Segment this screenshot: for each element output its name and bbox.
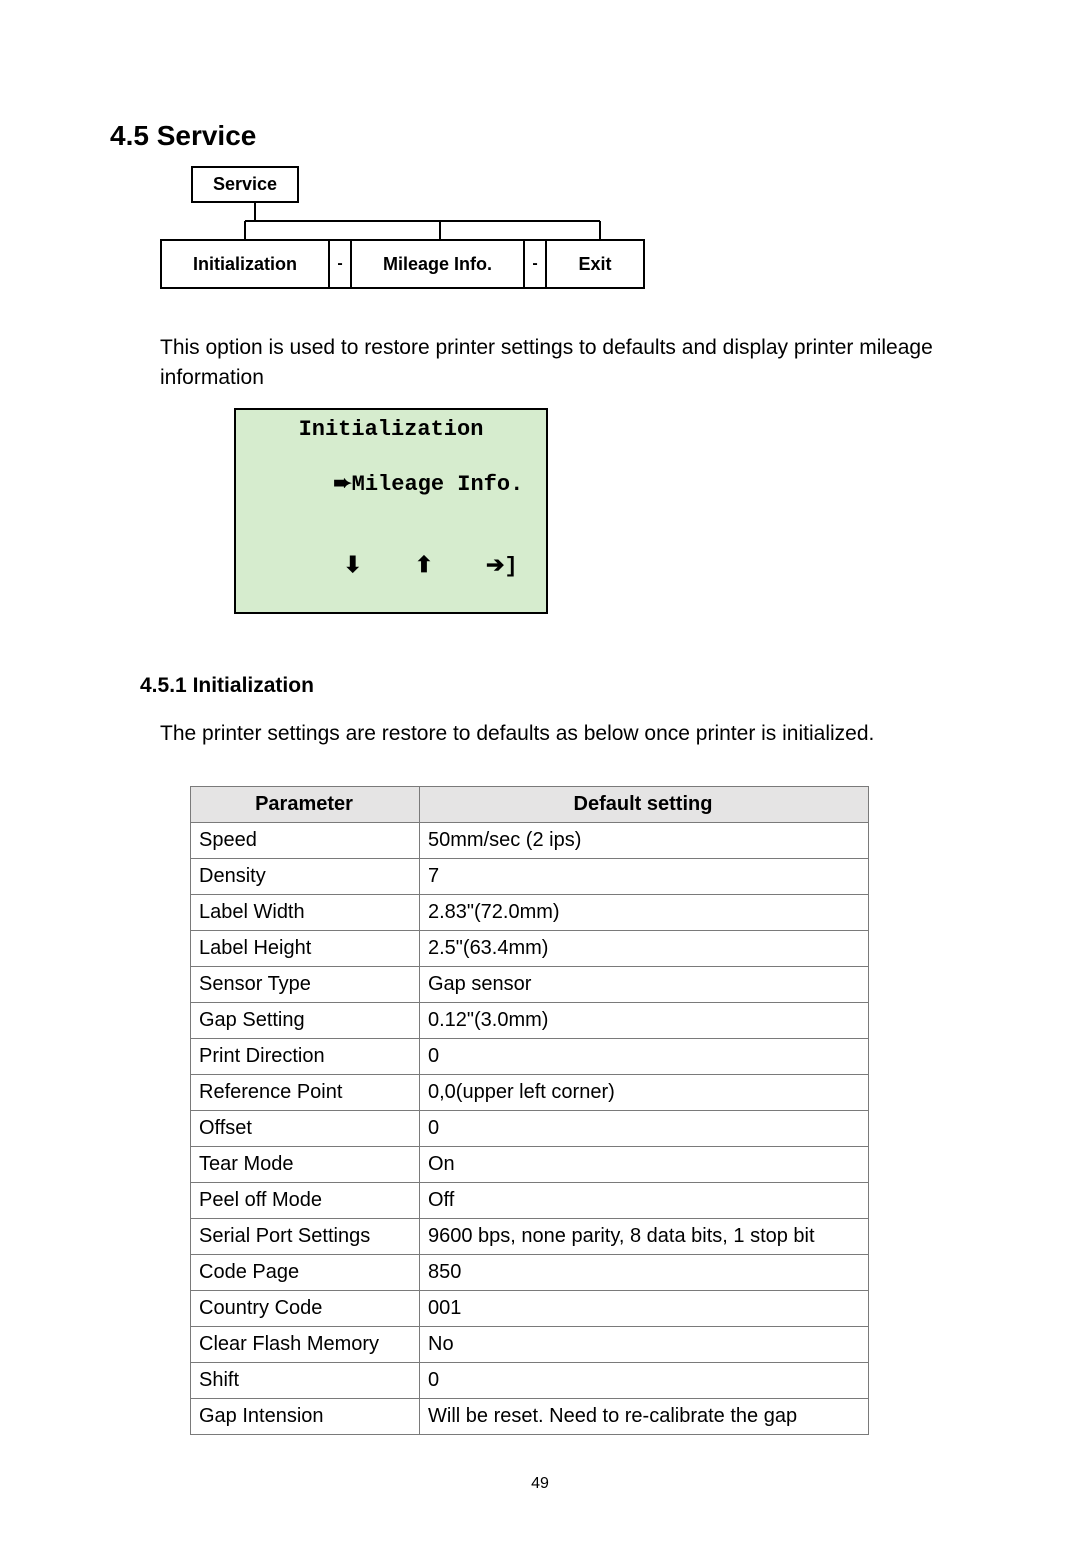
table-row: Offset0: [191, 1110, 869, 1146]
cell-default: 001: [420, 1290, 869, 1326]
cell-default: 0: [420, 1110, 869, 1146]
cell-default: 850: [420, 1254, 869, 1290]
cell-default: 2.5"(63.4mm): [420, 930, 869, 966]
subsection-heading: 4.5.1 Initialization: [140, 674, 970, 698]
section-heading: 4.5 Service: [110, 120, 970, 152]
tree-connectors: [160, 203, 970, 239]
cell-parameter: Shift: [191, 1362, 420, 1398]
lcd-line2: ➨Mileage Info.: [236, 443, 546, 526]
menu-separator: -: [330, 239, 350, 289]
cell-default: Gap sensor: [420, 966, 869, 1002]
cell-parameter: Gap Setting: [191, 1002, 420, 1038]
cell-parameter: Tear Mode: [191, 1146, 420, 1182]
section-number: 4.5: [110, 120, 149, 151]
menu-tree: Service Initialization - Mileage Info. -…: [160, 166, 970, 289]
table-row: Code Page850: [191, 1254, 869, 1290]
table-row: Reference Point0,0(upper left corner): [191, 1074, 869, 1110]
cell-default: 0.12"(3.0mm): [420, 1002, 869, 1038]
table-row: Country Code001: [191, 1290, 869, 1326]
table-row: Peel off ModeOff: [191, 1182, 869, 1218]
subsection-title: Initialization: [193, 674, 314, 697]
cell-parameter: Density: [191, 858, 420, 894]
cell-parameter: Print Direction: [191, 1038, 420, 1074]
lcd-screen: Initialization ➨Mileage Info. ⬇ ⬆ ➔]: [234, 408, 548, 615]
cell-default: 0,0(upper left corner): [420, 1074, 869, 1110]
lcd-line2-text: Mileage Info.: [352, 472, 524, 497]
table-header-default: Default setting: [420, 786, 869, 822]
table-row: Clear Flash MemoryNo: [191, 1326, 869, 1362]
table-row: Sensor TypeGap sensor: [191, 966, 869, 1002]
section-title: Service: [157, 120, 257, 151]
cell-default: 7: [420, 858, 869, 894]
down-arrow-icon: ⬇: [344, 554, 362, 579]
menu-separator: -: [525, 239, 545, 289]
page-number: 49: [110, 1475, 970, 1493]
menu-items-row: Initialization - Mileage Info. - Exit: [160, 239, 970, 289]
cell-parameter: Sensor Type: [191, 966, 420, 1002]
cell-parameter: Peel off Mode: [191, 1182, 420, 1218]
section-intro: This option is used to restore printer s…: [160, 333, 970, 394]
up-arrow-icon: ⬆: [415, 554, 433, 579]
table-row: Label Height2.5"(63.4mm): [191, 930, 869, 966]
lcd-nav-icons: ⬇ ⬆ ➔]: [236, 526, 546, 609]
table-row: Gap Setting0.12"(3.0mm): [191, 1002, 869, 1038]
cell-parameter: Label Width: [191, 894, 420, 930]
table-row: Serial Port Settings9600 bps, none parit…: [191, 1218, 869, 1254]
menu-item-initialization: Initialization: [160, 239, 330, 289]
menu-item-exit: Exit: [545, 239, 645, 289]
cell-parameter: Reference Point: [191, 1074, 420, 1110]
document-page: 4.5 Service Service Initialization - Mil…: [0, 0, 1080, 1553]
cell-default: 9600 bps, none parity, 8 data bits, 1 st…: [420, 1218, 869, 1254]
cell-default: On: [420, 1146, 869, 1182]
cell-default: 2.83"(72.0mm): [420, 894, 869, 930]
cell-parameter: Label Height: [191, 930, 420, 966]
table-row: Gap IntensionWill be reset. Need to re-c…: [191, 1398, 869, 1434]
cell-parameter: Gap Intension: [191, 1398, 420, 1434]
menu-item-mileage: Mileage Info.: [350, 239, 525, 289]
table-header-parameter: Parameter: [191, 786, 420, 822]
subsection-intro: The printer settings are restore to defa…: [160, 719, 970, 749]
cell-parameter: Clear Flash Memory: [191, 1326, 420, 1362]
cell-parameter: Code Page: [191, 1254, 420, 1290]
cell-parameter: Serial Port Settings: [191, 1218, 420, 1254]
cell-parameter: Offset: [191, 1110, 420, 1146]
cell-default: 0: [420, 1362, 869, 1398]
table-row: Tear ModeOn: [191, 1146, 869, 1182]
table-row: Density7: [191, 858, 869, 894]
lcd-line1: Initialization: [236, 416, 546, 444]
cell-default: 50mm/sec (2 ips): [420, 822, 869, 858]
defaults-table: Parameter Default setting Speed50mm/sec …: [190, 786, 869, 1435]
cell-default: Will be reset. Need to re-calibrate the …: [420, 1398, 869, 1434]
right-arrow-icon: ➔: [486, 554, 504, 579]
cell-default: Off: [420, 1182, 869, 1218]
table-row: Print Direction0: [191, 1038, 869, 1074]
menu-root-box: Service: [191, 166, 299, 203]
table-row: Speed50mm/sec (2 ips): [191, 822, 869, 858]
table-header-row: Parameter Default setting: [191, 786, 869, 822]
cell-default: No: [420, 1326, 869, 1362]
subsection-number: 4.5.1: [140, 674, 187, 697]
table-row: Label Width2.83"(72.0mm): [191, 894, 869, 930]
lcd-pointer-icon: ➨: [333, 472, 351, 497]
cell-parameter: Speed: [191, 822, 420, 858]
bracket-icon: ]: [504, 554, 517, 579]
cell-parameter: Country Code: [191, 1290, 420, 1326]
table-row: Shift0: [191, 1362, 869, 1398]
cell-default: 0: [420, 1038, 869, 1074]
